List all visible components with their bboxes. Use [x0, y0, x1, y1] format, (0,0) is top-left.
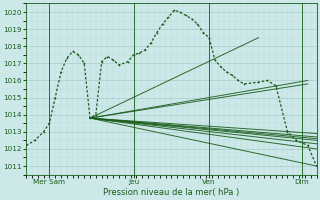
X-axis label: Pression niveau de la mer( hPa ): Pression niveau de la mer( hPa ) [103, 188, 239, 197]
